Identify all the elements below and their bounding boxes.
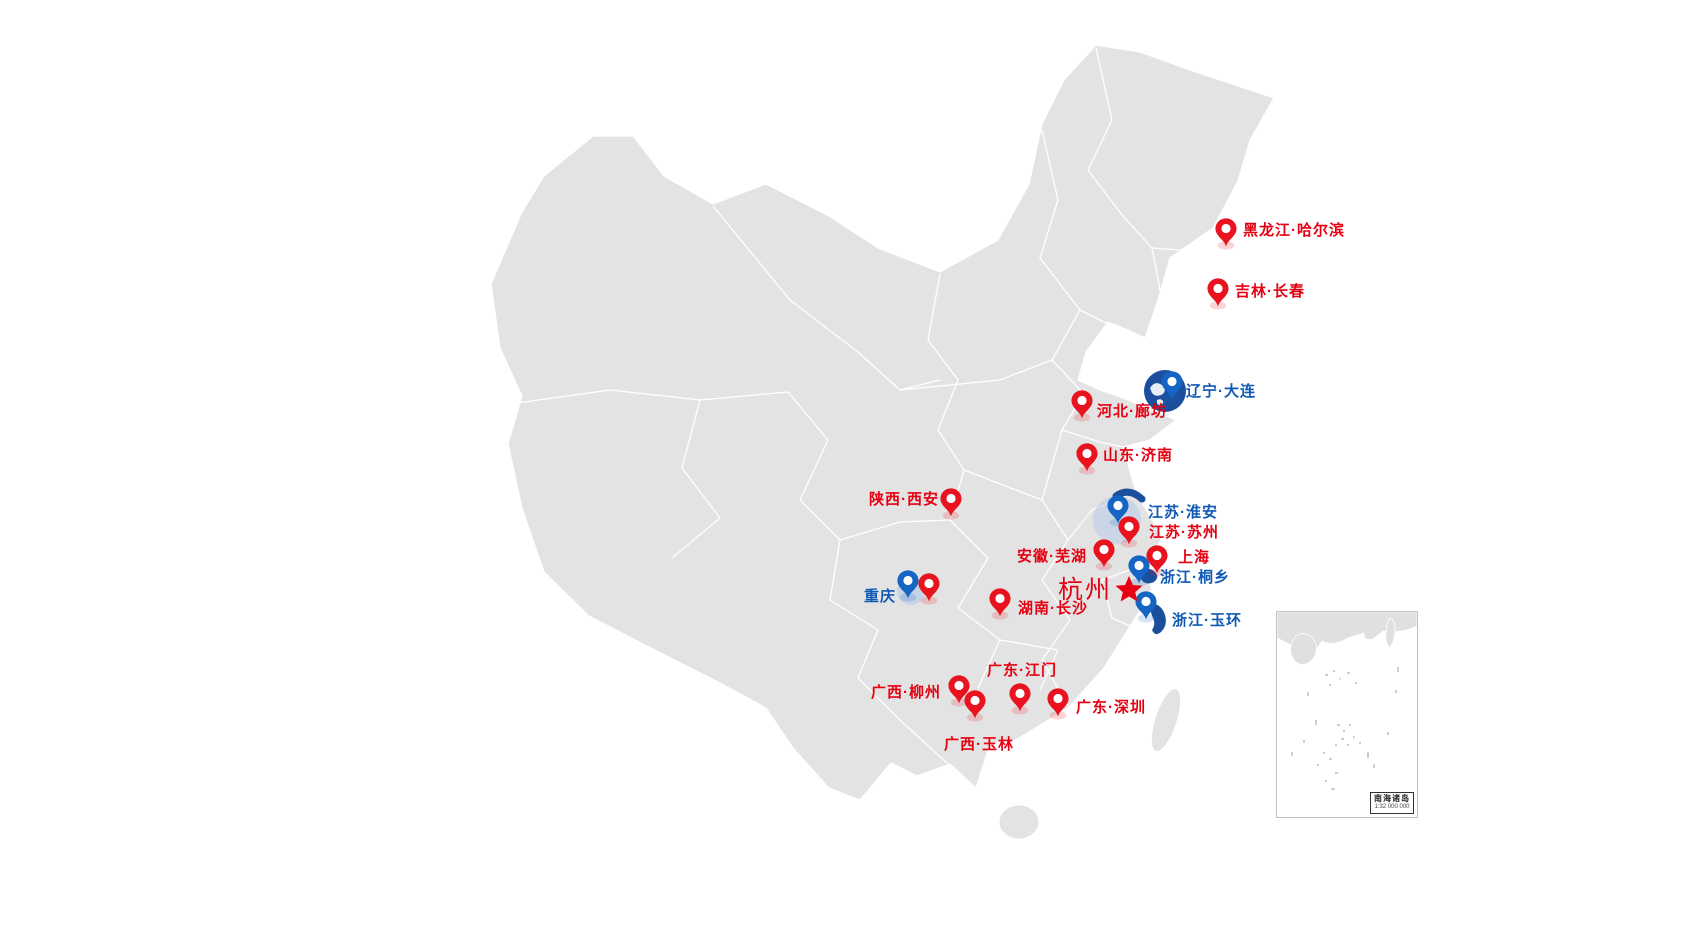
zhejiang-yuhuan-pin[interactable] <box>1133 590 1159 623</box>
inset-map <box>1277 612 1417 790</box>
china-mainland <box>490 44 1275 801</box>
south-china-sea-inset: 南海诸岛 1:32 000 000 <box>1276 611 1418 818</box>
hq-star-icon <box>1114 574 1144 609</box>
guangxi-liuzhou-pin[interactable] <box>946 674 972 707</box>
anhui-wuhu-pin[interactable] <box>1091 538 1117 571</box>
hebei-langfang-pin[interactable] <box>1069 389 1095 422</box>
hq-label: 杭州 <box>1058 575 1113 604</box>
jilin-changchun-pin[interactable] <box>1205 277 1231 310</box>
zhejiang-tongxiang-pin[interactable] <box>1126 554 1152 587</box>
guangdong-shenzhen-pin[interactable] <box>1045 687 1071 720</box>
shandong-jinan-label: 山东·济南 <box>1103 447 1173 464</box>
guangxi-liuzhou-label: 广西·柳州 <box>871 684 941 701</box>
shanghai-label: 上海 <box>1178 549 1211 566</box>
liaoning-dalian-pin[interactable] <box>1159 370 1185 403</box>
liaoning-dalian-label: 辽宁·大连 <box>1186 383 1256 400</box>
anhui-wuhu-label: 安徽·芜湖 <box>1017 548 1087 565</box>
guangdong-shenzhen-label: 广东·深圳 <box>1076 699 1146 716</box>
inset-islands <box>1291 667 1399 790</box>
zhejiang-tongxiang-label: 浙江·桐乡 <box>1160 569 1230 586</box>
hainan-island <box>998 804 1040 840</box>
shaanxi-xian-pin[interactable] <box>938 487 964 520</box>
guangdong-jiangmen-pin[interactable] <box>1007 682 1033 715</box>
chongqing-partner-pin[interactable] <box>916 572 942 605</box>
huaian-coast-highlight <box>1112 488 1146 503</box>
hunan-changsha-pin[interactable] <box>987 587 1013 620</box>
heilongjiang-harbin-pin[interactable] <box>1213 217 1239 250</box>
jiangsu-huaian-label: 江苏·淮安 <box>1148 504 1218 521</box>
shandong-jinan-pin[interactable] <box>1074 442 1100 475</box>
jiangsu-suzhou-label: 江苏·苏州 <box>1149 524 1219 541</box>
inset-scale: 1:32 000 000 <box>1374 804 1410 810</box>
jilin-changchun-label: 吉林·长春 <box>1235 283 1305 300</box>
chongqing-pin[interactable] <box>895 569 921 602</box>
inset-title: 南海诸岛 <box>1374 794 1410 803</box>
guangxi-yulin-label: 广西·玉林 <box>944 736 1014 753</box>
province-borders <box>509 47 1239 765</box>
dalian-region-detail <box>1150 383 1165 405</box>
hunan-changsha-label: 湖南·长沙 <box>1018 600 1088 617</box>
heilongjiang-harbin-label: 黑龙江·哈尔滨 <box>1243 222 1345 239</box>
jiangsu-suzhou-pin[interactable] <box>1116 515 1142 548</box>
guangxi-yulin-pin[interactable] <box>962 689 988 722</box>
shaanxi-xian-label: 陕西·西安 <box>869 491 939 508</box>
hebei-langfang-label: 河北·廊坊 <box>1097 403 1167 420</box>
inset-label-box: 南海诸岛 1:32 000 000 <box>1370 792 1414 814</box>
guangdong-jiangmen-label: 广东·江门 <box>987 662 1057 679</box>
zhejiang-yuhuan-label: 浙江·玉环 <box>1172 612 1242 629</box>
headquarters-hangzhou: 杭州 <box>1058 570 1144 609</box>
yuhuan-region-highlight <box>1150 603 1166 635</box>
taiwan-island <box>1150 687 1182 753</box>
chongqing-label: 重庆 <box>864 588 897 605</box>
shanghai-pin[interactable] <box>1144 544 1170 577</box>
